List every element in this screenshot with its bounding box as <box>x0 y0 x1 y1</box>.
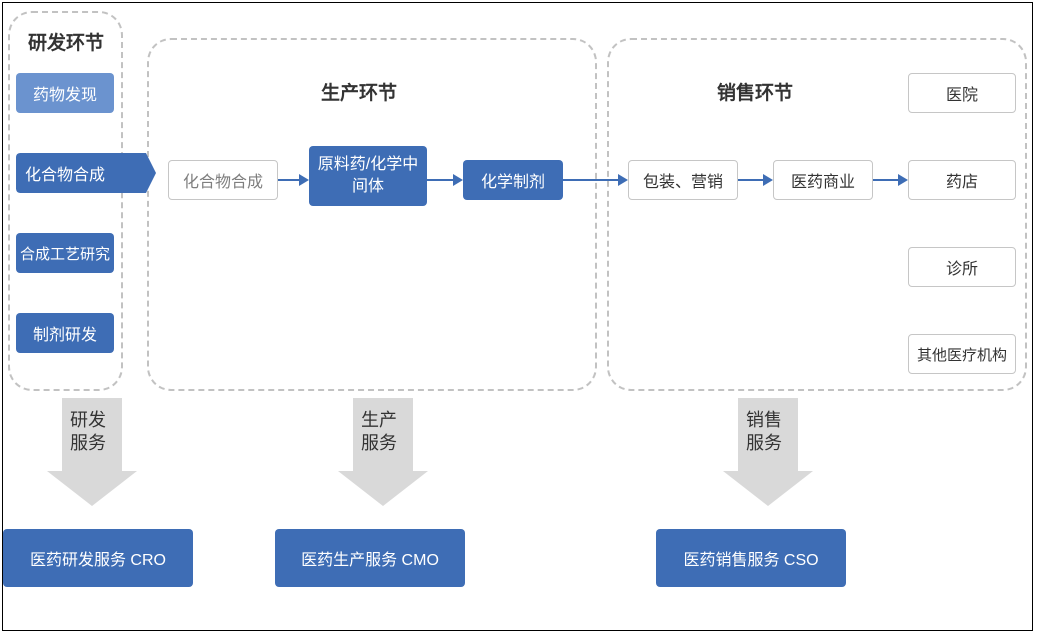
big-arrow-line2: 服务 <box>70 433 106 453</box>
big-arrow-line2: 服务 <box>746 433 782 453</box>
diagram-canvas: 研发环节 生产环节 销售环节 药物发现 化合物合成 合成工艺研究 制剂研发 化合… <box>2 2 1033 631</box>
big-arrow-label-sales: 销售 服务 <box>746 409 782 456</box>
node-compound-synthesis-label: 化合物合成 <box>16 153 114 193</box>
node-packaging-marketing: 包装、营销 <box>628 160 738 200</box>
node-hospital: 医院 <box>908 73 1016 113</box>
panel-title-production: 生产环节 <box>321 78 397 105</box>
node-formulation: 制剂研发 <box>16 313 114 353</box>
big-arrow-label-research: 研发 服务 <box>70 409 106 456</box>
arrow-1 <box>278 171 309 189</box>
bottom-cmo: 医药生产服务 CMO <box>275 529 465 587</box>
bottom-cro: 医药研发服务 CRO <box>3 529 193 587</box>
arrow-4 <box>738 171 773 189</box>
big-arrow-line1: 生产 <box>361 410 397 430</box>
node-pharmacy: 药店 <box>908 160 1016 200</box>
arrow-5 <box>873 171 908 189</box>
panel-title-research: 研发环节 <box>28 28 104 55</box>
big-arrow-line1: 研发 <box>70 410 106 430</box>
node-chem-formulation: 化学制剂 <box>463 160 563 200</box>
big-arrow-line1: 销售 <box>746 410 782 430</box>
arrow-3 <box>563 171 628 189</box>
node-other-institution: 其他医疗机构 <box>908 334 1016 374</box>
node-pharma-commerce: 医药商业 <box>773 160 873 200</box>
node-drug-discovery: 药物发现 <box>16 73 114 113</box>
node-clinic: 诊所 <box>908 247 1016 287</box>
node-prod-synthesis: 化合物合成 <box>168 160 278 200</box>
node-process-research: 合成工艺研究 <box>16 233 114 273</box>
node-api-intermediate: 原料药/化学中间体 <box>309 146 427 206</box>
panel-title-sales: 销售环节 <box>717 78 793 105</box>
arrow-2 <box>427 171 463 189</box>
big-arrow-line2: 服务 <box>361 433 397 453</box>
bottom-cso: 医药销售服务 CSO <box>656 529 846 587</box>
big-arrow-label-production: 生产 服务 <box>361 409 397 456</box>
